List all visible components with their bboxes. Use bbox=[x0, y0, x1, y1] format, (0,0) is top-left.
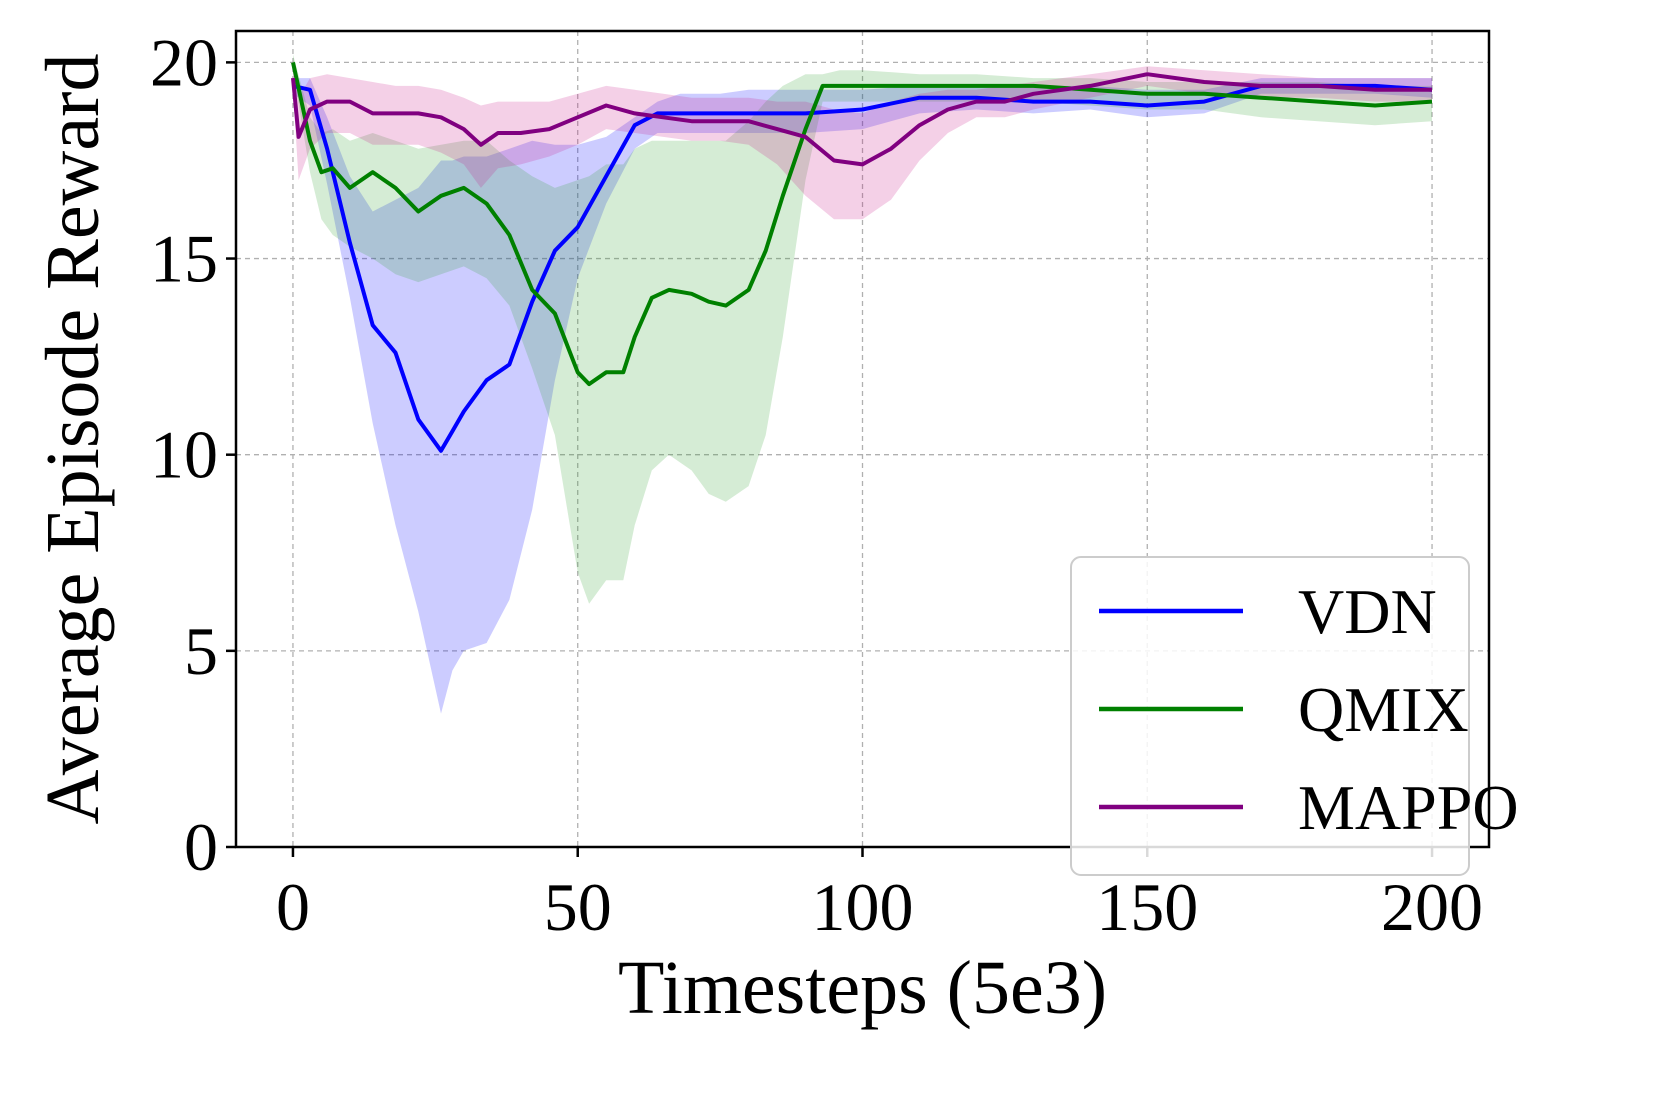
mappo-series-line bbox=[291, 72, 1432, 167]
confidence-bands bbox=[293, 54, 1432, 714]
legend: VDN QMIX MAPPO bbox=[1070, 556, 1519, 876]
y-tick-label-1: 5 bbox=[184, 613, 218, 689]
y-tick-label-3: 15 bbox=[150, 221, 218, 297]
legend-box bbox=[1070, 556, 1470, 876]
qmix-series-line bbox=[291, 61, 1433, 387]
y-tick-label-2: 10 bbox=[150, 417, 218, 493]
x-tick-label-2: 100 bbox=[812, 869, 914, 945]
x-axis-title: Timesteps (5e3) bbox=[618, 946, 1107, 1030]
vdn-confidence-band bbox=[293, 78, 1432, 714]
y-tick-label-4: 20 bbox=[150, 24, 218, 100]
vdn-series-line bbox=[292, 83, 1433, 453]
x-tick-label-4: 200 bbox=[1381, 869, 1483, 945]
mappo-confidence-band bbox=[293, 66, 1432, 220]
series-lines bbox=[291, 61, 1433, 453]
y-tick-label-0: 0 bbox=[184, 809, 218, 885]
x-tick-label-3: 150 bbox=[1096, 869, 1198, 945]
qmix-confidence-band bbox=[293, 54, 1432, 604]
legend-label-qmix: QMIX bbox=[1298, 674, 1469, 745]
legend-label-mappo: MAPPO bbox=[1298, 772, 1519, 843]
y-axis-title: Average Episode Reward bbox=[31, 54, 115, 825]
axis-ticks: 0 50 100 150 200 0 5 10 15 20 bbox=[150, 24, 1483, 945]
x-tick-label-1: 50 bbox=[544, 869, 612, 945]
legend-label-vdn: VDN bbox=[1298, 576, 1437, 647]
x-tick-label-0: 0 bbox=[276, 869, 310, 945]
